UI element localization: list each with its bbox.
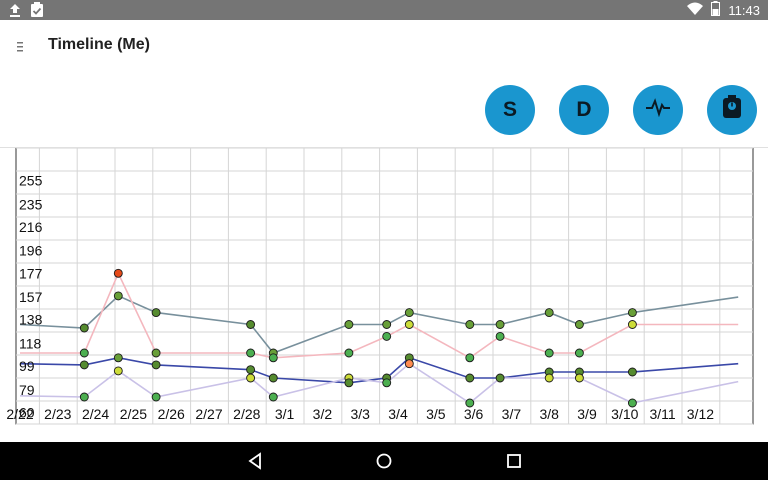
x-tick-label: 3/2 bbox=[313, 406, 333, 422]
data-point bbox=[151, 308, 161, 318]
data-point bbox=[495, 331, 505, 341]
status-bar: 11:43 bbox=[0, 0, 768, 20]
chart-svg: 255 235 216 196 177 157 138 118 99 79 60 2/22 2/23 2… bbox=[6, 147, 754, 425]
navigation-bar bbox=[0, 442, 768, 480]
x-tick-label: 3/7 bbox=[502, 406, 522, 422]
timeline-chart: 255 235 216 196 177 157 138 118 99 79 60 2/22 2/23 2… bbox=[0, 147, 768, 442]
y-tick-label: 196 bbox=[19, 243, 43, 259]
x-tick-label: 2/25 bbox=[120, 406, 147, 422]
data-point bbox=[382, 331, 392, 341]
y-tick-label: 118 bbox=[19, 336, 42, 352]
x-tick-label: 3/6 bbox=[464, 406, 484, 422]
clock: 11:43 bbox=[728, 2, 760, 18]
data-point bbox=[113, 268, 123, 278]
data-point bbox=[79, 348, 89, 358]
x-tick-label: 3/11 bbox=[649, 406, 675, 422]
data-point bbox=[344, 378, 354, 388]
x-tick-label: 3/10 bbox=[611, 406, 638, 422]
data-point bbox=[344, 348, 354, 358]
x-tick-label: 3/3 bbox=[350, 406, 370, 422]
x-tick-label: 3/5 bbox=[426, 406, 446, 422]
data-point bbox=[382, 320, 392, 329]
data-point bbox=[544, 373, 554, 383]
scale-button[interactable] bbox=[707, 85, 757, 135]
data-point bbox=[544, 308, 554, 318]
data-point bbox=[465, 398, 475, 408]
scale-icon bbox=[721, 94, 743, 126]
data-point bbox=[627, 320, 637, 329]
data-point bbox=[246, 320, 256, 329]
data-point bbox=[465, 353, 475, 363]
data-point bbox=[268, 353, 278, 363]
x-tick-label: 3/9 bbox=[577, 406, 597, 422]
x-tick-label: 3/4 bbox=[388, 406, 408, 422]
data-point bbox=[495, 320, 505, 329]
d-button-label: D bbox=[576, 98, 592, 121]
data-point bbox=[268, 373, 278, 383]
y-tick-label: 79 bbox=[19, 382, 35, 398]
page-title: Timeline (Me) bbox=[48, 36, 150, 53]
y-tick-label: 216 bbox=[19, 219, 43, 235]
y-tick-label: 60 bbox=[19, 405, 35, 421]
data-point bbox=[246, 348, 256, 358]
s-button-label: S bbox=[502, 98, 517, 121]
y-tick-label: 255 bbox=[19, 173, 43, 189]
x-tick-label: 3/8 bbox=[539, 406, 559, 422]
x-tick-label: 2/24 bbox=[82, 406, 109, 422]
data-point bbox=[627, 308, 637, 318]
pulse-button[interactable] bbox=[633, 85, 683, 135]
data-point bbox=[404, 359, 414, 369]
data-point bbox=[113, 353, 123, 363]
x-tick-label: 2/22 bbox=[6, 406, 33, 422]
x-tick-label: 3/12 bbox=[687, 406, 714, 422]
back-icon[interactable] bbox=[246, 451, 266, 471]
data-point bbox=[465, 373, 475, 383]
y-tick-label: 99 bbox=[19, 358, 35, 374]
data-point bbox=[544, 348, 554, 358]
data-point bbox=[574, 348, 584, 358]
menu-icon[interactable] bbox=[16, 40, 28, 54]
y-tick-label: 177 bbox=[19, 265, 43, 281]
data-point bbox=[151, 348, 161, 358]
data-point bbox=[574, 320, 584, 329]
data-point bbox=[79, 323, 89, 333]
y-tick-label: 157 bbox=[19, 289, 43, 305]
data-point bbox=[465, 320, 475, 329]
d-button[interactable]: D bbox=[559, 85, 609, 135]
upload-icon bbox=[8, 2, 22, 23]
recents-icon[interactable] bbox=[504, 451, 524, 471]
y-tick-label: 235 bbox=[19, 196, 43, 212]
data-point bbox=[246, 373, 256, 383]
clipboard-check-icon bbox=[30, 2, 44, 23]
data-point bbox=[79, 392, 89, 402]
data-point bbox=[627, 398, 637, 408]
data-point bbox=[113, 366, 123, 376]
app-bar: Timeline (Me) S D bbox=[0, 20, 768, 148]
y-tick-label: 138 bbox=[19, 312, 43, 328]
data-point bbox=[382, 378, 392, 388]
x-tick-label: 2/28 bbox=[233, 406, 260, 422]
data-point bbox=[268, 392, 278, 402]
data-point bbox=[627, 367, 637, 377]
home-icon[interactable] bbox=[374, 451, 394, 471]
data-point bbox=[151, 392, 161, 402]
data-point bbox=[574, 373, 584, 383]
data-point bbox=[344, 320, 354, 329]
data-point bbox=[404, 320, 414, 329]
s-button[interactable]: S bbox=[485, 85, 535, 135]
data-point bbox=[246, 365, 256, 375]
data-point bbox=[151, 360, 161, 370]
x-tick-label: 2/26 bbox=[158, 406, 185, 422]
data-point bbox=[79, 360, 89, 370]
pulse-icon bbox=[645, 97, 671, 123]
data-point bbox=[113, 291, 123, 301]
x-tick-label: 3/1 bbox=[275, 406, 295, 422]
data-point bbox=[495, 373, 505, 383]
wifi-icon bbox=[687, 2, 704, 19]
x-tick-label: 2/23 bbox=[44, 406, 71, 422]
data-point bbox=[404, 308, 414, 318]
x-tick-label: 2/27 bbox=[195, 406, 222, 422]
battery-icon bbox=[711, 1, 721, 19]
